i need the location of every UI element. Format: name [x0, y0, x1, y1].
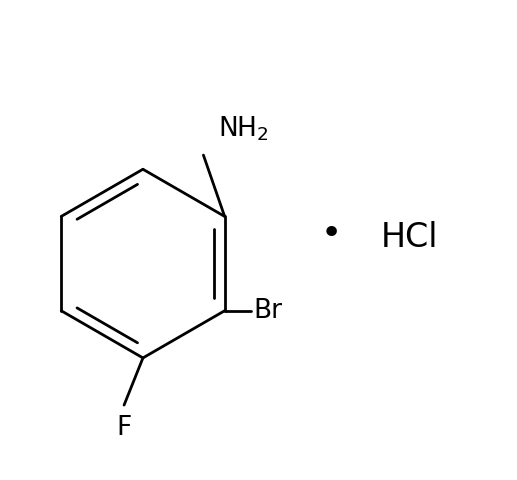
Text: NH$_2$: NH$_2$ — [218, 115, 268, 144]
Text: Br: Br — [253, 298, 282, 324]
Text: HCl: HCl — [381, 221, 438, 254]
Text: F: F — [116, 415, 132, 441]
Text: •: • — [321, 217, 342, 251]
